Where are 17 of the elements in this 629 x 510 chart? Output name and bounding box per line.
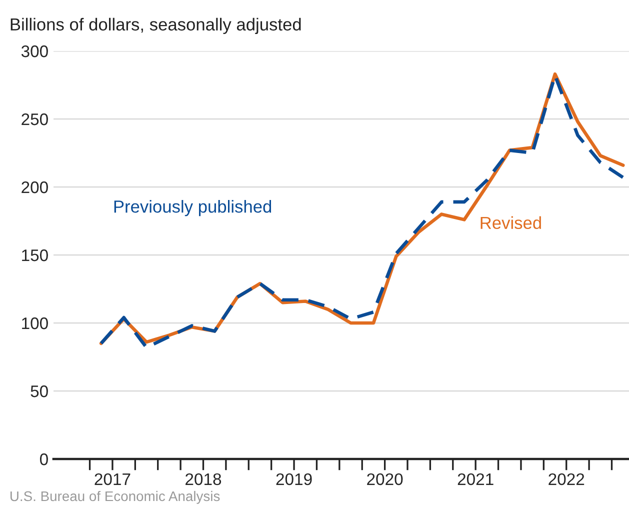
series-label: Revised [480,216,541,230]
x-tick-label: 2019 [276,473,312,486]
y-tick-label: 100 [22,317,48,330]
chart-title: Billions of dollars, seasonally adjusted [10,18,301,34]
x-tick-label: 2021 [458,473,494,486]
y-tick-label: 300 [21,45,48,58]
y-tick-label: 250 [22,113,48,126]
text: U.S. Bureau of Economic Analysis [10,490,220,504]
x-tick-label: 2018 [186,473,222,486]
x-tick-label: 2022 [548,473,584,486]
x-tick-label: 2020 [367,473,403,486]
y-tick-label: 50 [30,385,48,398]
x-tick-label: 2017 [94,473,130,486]
y-tick-label: 0 [40,453,48,466]
y-tick-label: 200 [22,181,48,194]
text: Previously published [114,200,272,216]
y-tick-label: 150 [22,249,48,262]
